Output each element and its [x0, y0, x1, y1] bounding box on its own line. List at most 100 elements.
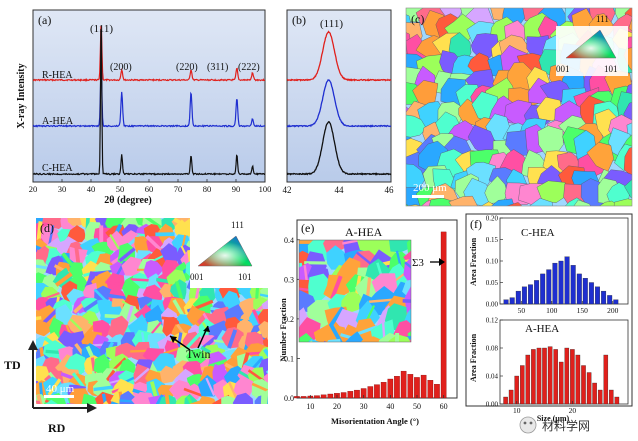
twin-lamella [58, 218, 75, 219]
grain [145, 304, 168, 326]
panel-e-xtick-label: 10 [306, 402, 314, 411]
grain [87, 218, 102, 221]
grain-size-bar [540, 273, 546, 305]
peak-label-111: (111) [90, 23, 113, 35]
panel-d-label: (d) [40, 221, 54, 235]
panel-a-frame [32, 9, 266, 183]
twin-lamella [251, 382, 268, 393]
watermark-logo-eye-right-icon [529, 421, 533, 425]
twin-lamella [131, 210, 151, 217]
panel-e-xtick-label: 60 [440, 402, 448, 411]
misorientation-bar [314, 395, 320, 399]
twin-lamella [105, 280, 125, 287]
panel-b-xtick-42: 42 [283, 185, 292, 195]
watermark-logo-icon [519, 416, 537, 434]
grain [102, 400, 109, 404]
grain [239, 408, 258, 426]
panel-a-xtick-label: 50 [116, 184, 125, 194]
grain [36, 302, 38, 311]
grain [308, 273, 331, 303]
grain-size-bar [570, 349, 575, 405]
grain [326, 245, 348, 270]
grain [36, 276, 39, 287]
ipf-triangle-d-shade [198, 236, 252, 266]
twin-lamella [47, 378, 62, 396]
hist-xtick-label: 20 [569, 406, 577, 415]
grain [266, 389, 268, 404]
hist-ytick-label: 0.00 [486, 301, 499, 309]
panel-b-label: (b) [292, 13, 306, 27]
twin-lamella [105, 407, 124, 418]
twin-lamella [151, 394, 164, 404]
twin-lamella [270, 201, 278, 220]
grain [260, 389, 268, 404]
twin-lamella [42, 308, 59, 325]
hist-xtick-label: 50 [518, 306, 526, 315]
grain [149, 405, 169, 424]
grain [169, 409, 192, 429]
xrd-zoom-trace-r-hea [286, 30, 392, 82]
grain-size-bar [614, 396, 620, 405]
grain [388, 334, 411, 342]
twin-lamella [32, 410, 51, 420]
twin-lamella [71, 372, 86, 390]
twin-lamella [118, 247, 136, 263]
grain [252, 218, 260, 220]
grain [406, 240, 411, 255]
twin-lamella [36, 359, 39, 376]
panel-b-peak-label: (111) [320, 18, 343, 30]
twin-lamella [259, 293, 268, 300]
grain-size-bar [601, 290, 607, 305]
misorientation-bar [434, 384, 440, 399]
grain [82, 282, 98, 302]
twin-lamella [149, 381, 159, 401]
misorientation-bar [427, 380, 434, 399]
grain [536, 180, 568, 204]
twin-lamella [263, 348, 268, 367]
misorientation-bar [420, 374, 427, 399]
grain-size-bar [607, 295, 613, 305]
grain-size-bar [581, 365, 586, 405]
panel-e-ytick-label: 0.1 [284, 354, 294, 363]
panel-a-label: (a) [38, 13, 51, 27]
grain [564, 8, 576, 9]
panel-b-xtick-46: 46 [385, 185, 395, 195]
xrd-trace-a-hea [32, 67, 266, 128]
misorientation-bar [440, 231, 447, 399]
twin-lamella [203, 407, 218, 424]
panel-e-axes: 0.0 0.1 0.2 0.3 0.4 10 20 30 40 50 60 [284, 236, 448, 411]
grain [45, 399, 58, 404]
panel-f-top-chart: 0.00 0.05 0.10 0.15 0.20 50 100 150 200 [486, 215, 629, 315]
twin-lamella [119, 411, 138, 422]
grain [204, 406, 221, 425]
twin-lamella [22, 341, 33, 360]
twin-lamella [69, 318, 85, 334]
grain [18, 322, 34, 344]
twin-lamella [164, 198, 167, 217]
twin-lamella [241, 409, 258, 423]
twin-lamella [109, 233, 122, 252]
grain [299, 333, 314, 342]
twin-lamella [228, 381, 238, 401]
panel-e-xtick-label: 40 [386, 402, 394, 411]
panel-d: 111 001 101 (d) Twin 40 μm TD RD [4, 198, 278, 435]
twin-lamella [23, 285, 29, 305]
misorientation-bar [394, 376, 400, 399]
hist-ytick-label: 0.15 [486, 236, 499, 244]
grain [345, 331, 365, 342]
watermark-logo-eye-left-icon [523, 421, 527, 425]
twin-lamella [194, 299, 214, 310]
xrd-trace-c-hea [32, 28, 266, 176]
grain-size-bar [521, 286, 527, 305]
twin-lamella [83, 297, 102, 312]
grain [36, 294, 38, 301]
misorientation-bar [354, 389, 360, 399]
panel-e-ytick-label: 0.2 [284, 315, 294, 324]
grain [146, 248, 167, 269]
twin-lamella [266, 387, 268, 401]
twin-lamella [172, 299, 186, 318]
grain [274, 248, 298, 273]
twin-lamella [90, 357, 97, 377]
grain [406, 204, 423, 206]
